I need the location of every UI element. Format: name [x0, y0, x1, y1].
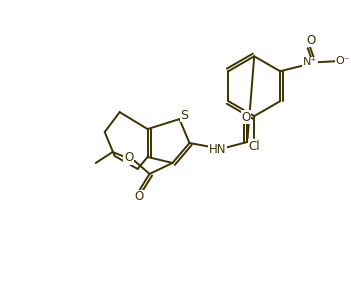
Text: O: O	[241, 111, 251, 124]
Text: O: O	[306, 34, 316, 47]
Text: Cl: Cl	[249, 140, 260, 153]
Text: O⁻: O⁻	[336, 56, 350, 66]
Text: HN: HN	[208, 143, 226, 156]
Text: S: S	[180, 109, 188, 122]
Text: O: O	[124, 151, 133, 164]
Text: N⁺: N⁺	[303, 57, 317, 67]
Text: O: O	[134, 190, 143, 203]
